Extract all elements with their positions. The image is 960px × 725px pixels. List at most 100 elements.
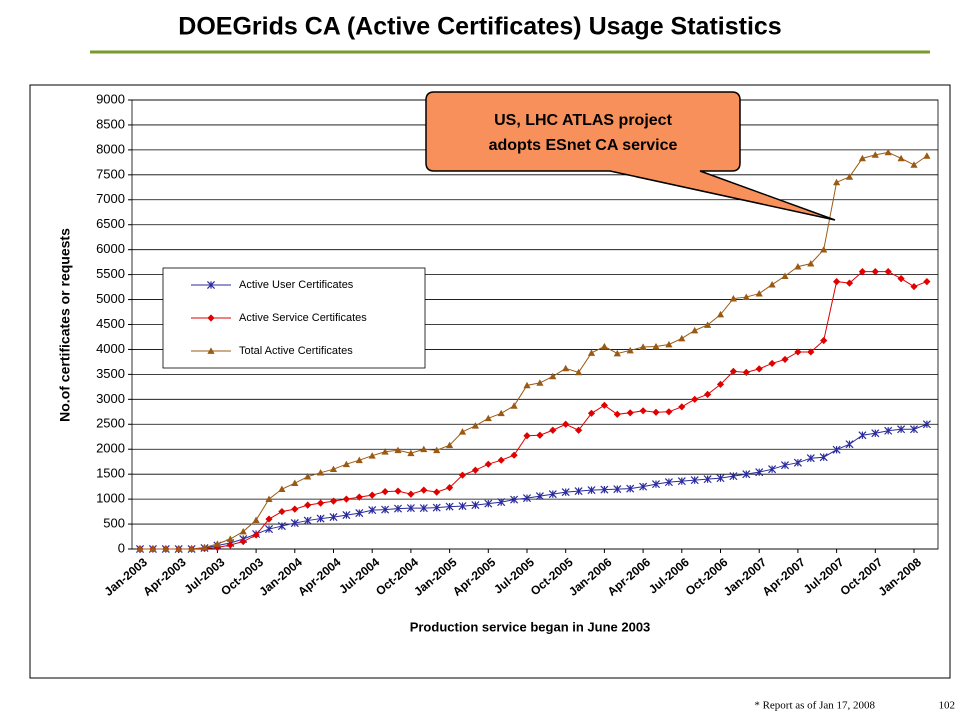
data-point [291,479,299,487]
y-tick-label: 1000 [96,491,125,506]
data-point [678,403,686,411]
data-point [265,515,273,523]
data-point [226,535,234,542]
data-point [639,343,647,350]
data-point [304,473,312,480]
data-point [755,289,763,297]
data-point [871,268,879,276]
data-point [162,545,170,552]
data-point [910,282,918,291]
data-point [458,428,467,435]
data-point [329,513,338,522]
legend-label: Active User Certificates [239,279,354,291]
data-point [677,477,686,486]
data-point [781,272,789,279]
data-point [510,402,518,409]
y-tick-label: 7500 [96,166,125,181]
data-point [781,355,789,364]
data-point [923,277,931,286]
data-point [909,425,919,434]
data-point [884,268,892,276]
y-tick-label: 3500 [96,366,125,381]
data-point [587,349,596,356]
data-point [768,359,776,368]
data-point [858,268,866,276]
data-point [497,498,506,507]
data-point [368,491,376,499]
data-point [278,485,286,493]
y-tick-label: 500 [103,515,125,530]
data-point [652,342,660,350]
data-point [575,368,583,376]
data-point [871,429,880,438]
data-point [445,502,454,511]
data-point [587,486,596,495]
data-point [678,334,686,342]
data-point [742,470,751,479]
x-axis-title: Production service began in June 2003 [410,619,651,634]
series-line [140,423,928,550]
data-point [716,380,725,388]
data-point [562,420,570,428]
data-point [291,505,299,513]
data-point [858,154,866,162]
data-point [342,460,350,468]
data-point [820,246,828,253]
data-point [639,482,648,491]
data-point [729,472,738,481]
data-point [484,460,492,468]
data-point [716,474,725,483]
data-point [613,410,621,418]
data-point [845,173,854,180]
data-point [368,452,376,459]
y-tick-label: 2000 [96,441,125,456]
data-point [600,401,608,409]
callout-text: adopts ESnet CA service [489,137,678,154]
data-point [922,420,931,429]
y-tick-label: 6000 [96,241,125,256]
data-point [239,537,247,546]
y-tick-label: 4000 [96,341,125,356]
data-point [317,469,325,476]
data-point [406,504,415,513]
data-point [497,456,505,464]
data-point [639,407,647,415]
data-point [910,161,918,168]
data-point [832,445,841,454]
data-point [833,277,841,286]
data-point [381,505,390,514]
data-point [703,475,712,484]
y-tick-label: 1500 [96,466,125,481]
data-point [651,480,661,489]
data-point [355,456,363,464]
data-point [780,461,790,470]
y-tick-label: 2500 [96,416,125,431]
page-number: 102 [939,700,956,712]
data-point [484,499,493,508]
y-tick-label: 0 [118,540,125,555]
data-point [794,348,802,356]
data-point [458,471,467,479]
y-tick-label: 3000 [96,391,125,406]
data-point [239,527,247,535]
data-point [768,465,777,474]
data-point [252,531,260,539]
data-point [755,468,764,477]
data-point [510,495,519,504]
data-point [523,381,531,389]
data-point [265,495,273,502]
callout [425,91,836,221]
data-point [433,446,441,454]
data-point [175,545,183,552]
data-point [419,504,428,513]
data-point [794,263,802,270]
data-point [394,487,402,495]
data-point [290,519,299,528]
data-point [549,372,557,380]
data-point [446,484,454,492]
data-point [446,441,454,449]
data-point [420,486,428,494]
data-point [807,260,815,267]
data-point [768,280,776,288]
y-tick-label: 8500 [96,116,125,131]
